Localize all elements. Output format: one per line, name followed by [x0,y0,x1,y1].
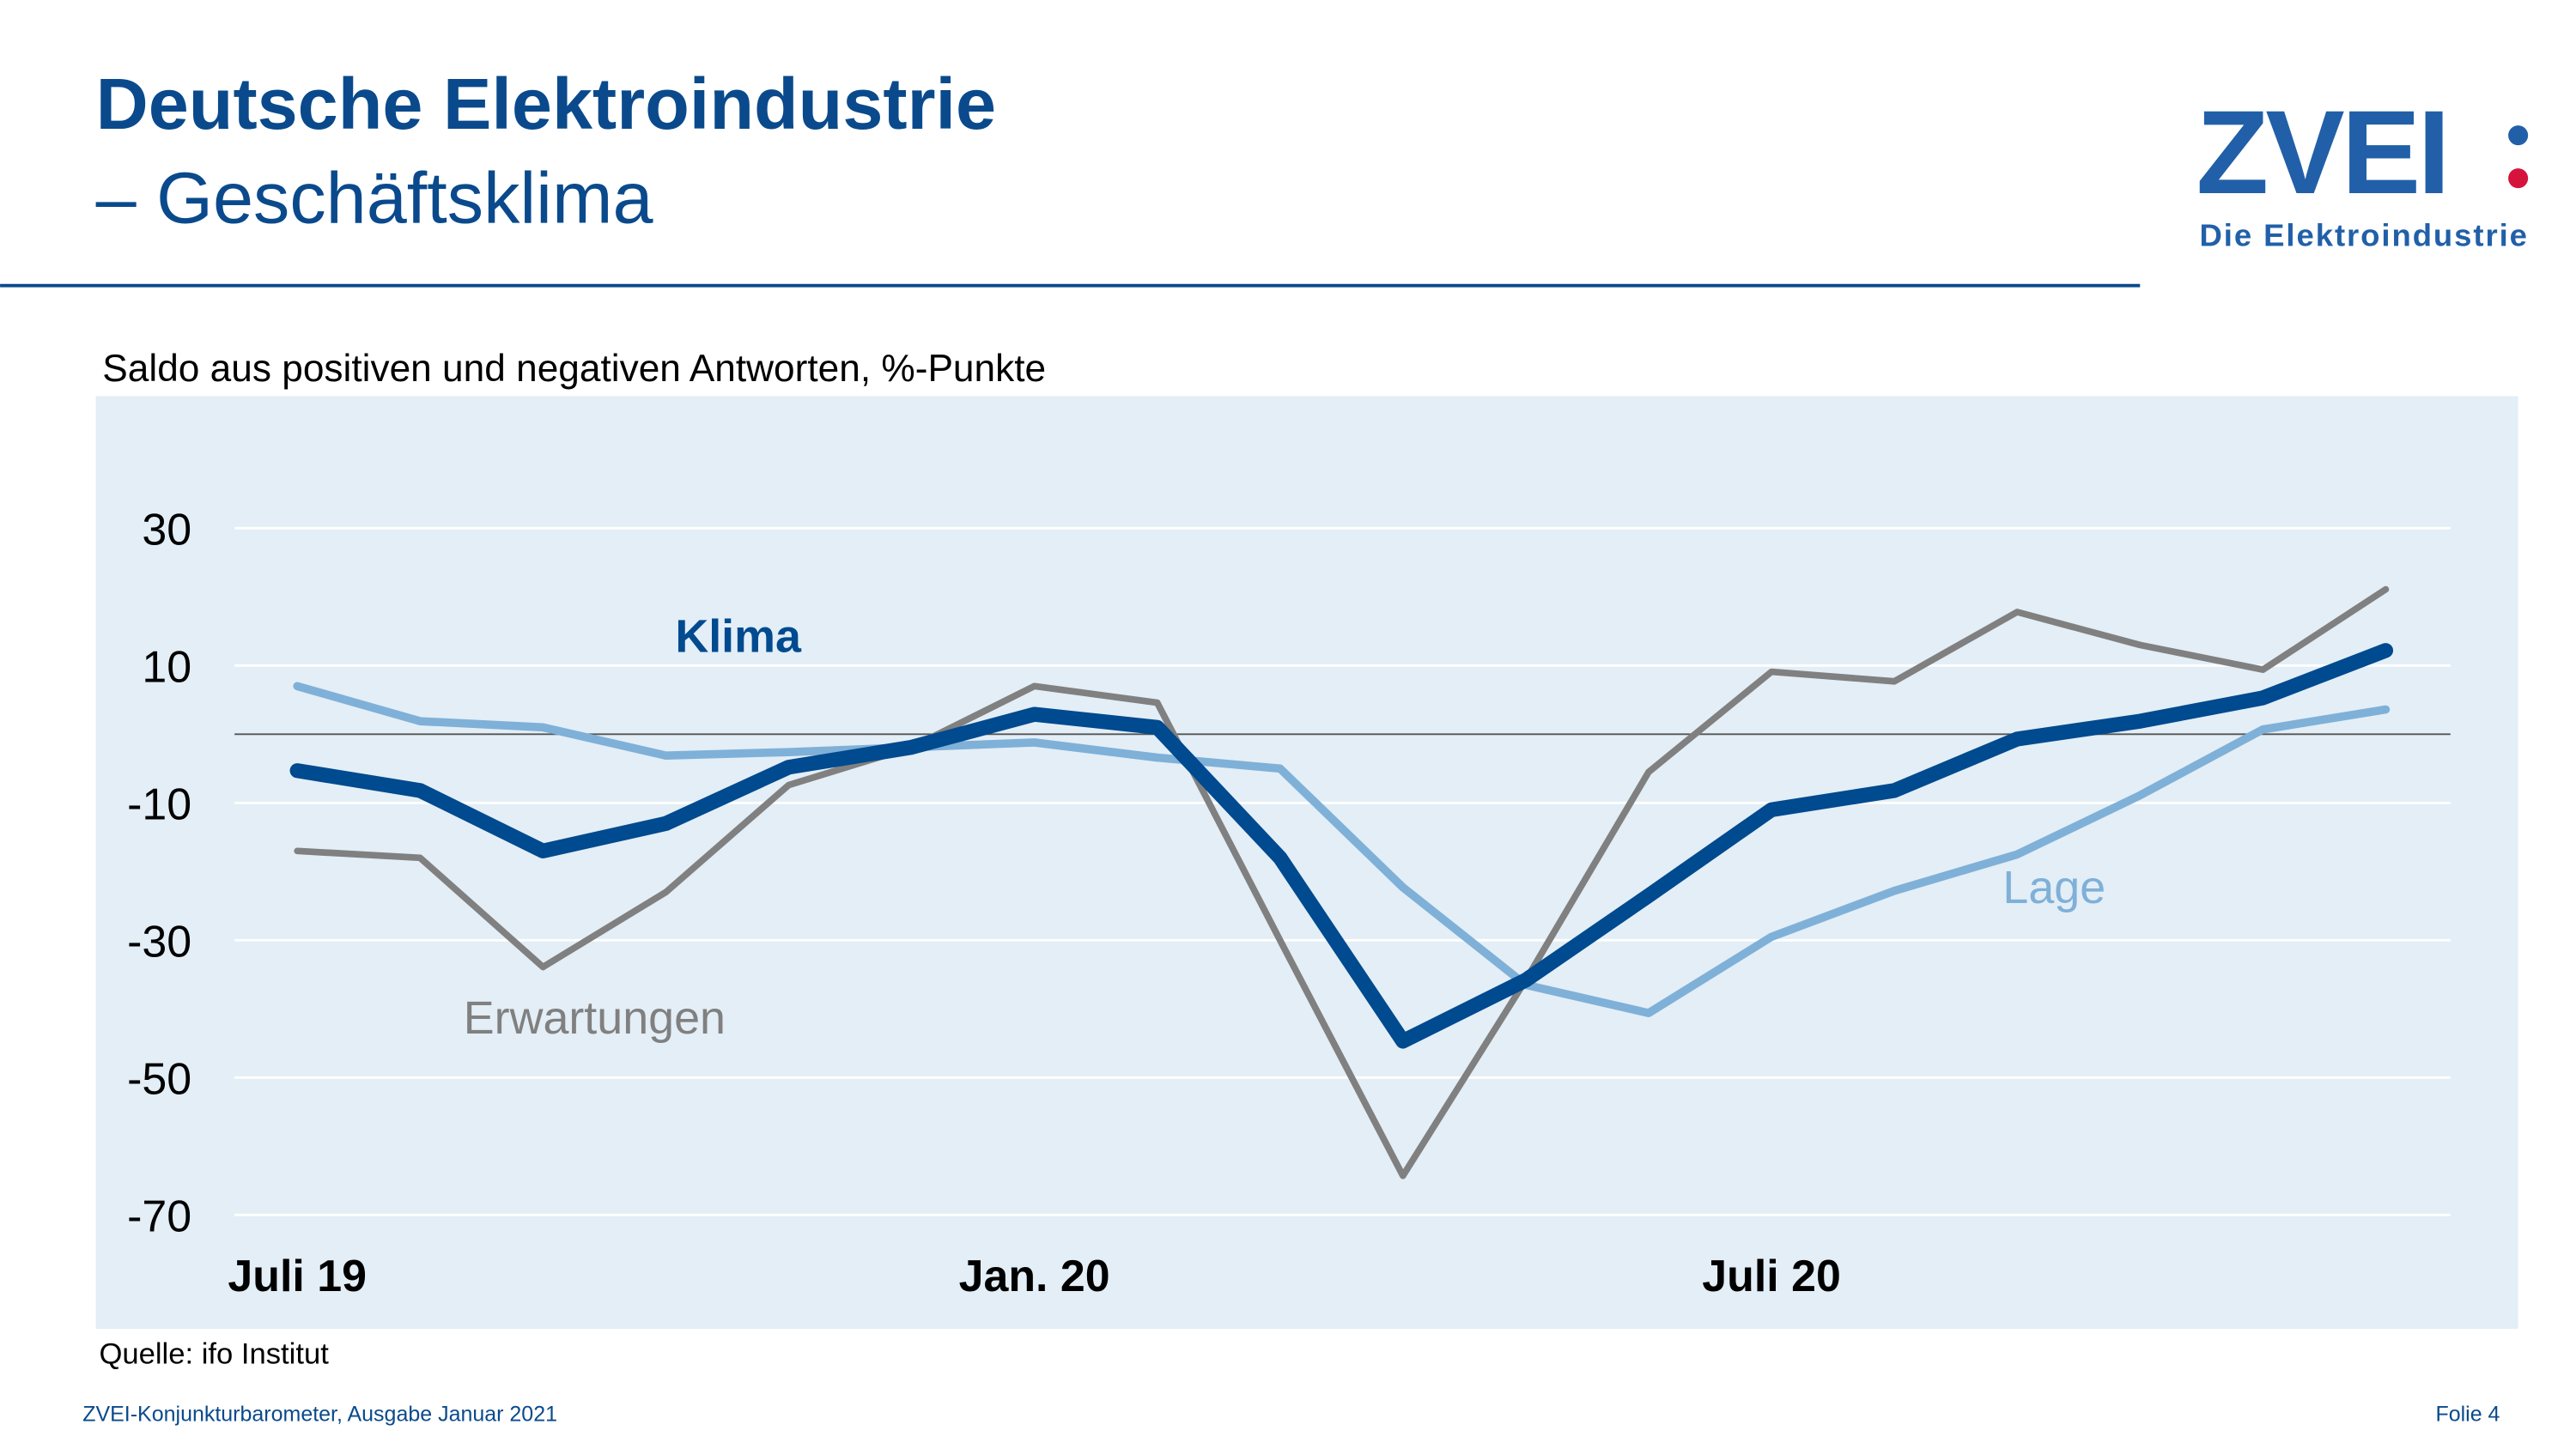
series-line [293,682,2391,1017]
series-label: Lage [2002,862,2105,913]
series-line [289,643,2394,1049]
y-tick-label: 30 [142,506,191,555]
footer-right: Folie 4 [2435,1403,2500,1427]
y-tick-label: -70 [127,1192,191,1242]
logo-dot [2508,168,2529,189]
subtitle: – Geschäftsklima [96,157,654,239]
y-tick-label: 10 [142,643,191,693]
plot-background [95,396,2518,1330]
x-tick-label: Jan. 20 [959,1252,1110,1301]
y-axis-label: Saldo aus positiven und negativen Antwor… [102,348,1046,390]
source: Quelle: ifo Institut [99,1337,329,1370]
logo-tagline: Die Elektroindustrie [2199,218,2528,253]
plot: 30 10 -10 -30 -50 -70 Juli 19 Jan. 20 Juli 20 Kli… [127,506,2451,1301]
series-line [294,585,2390,1179]
footer-left: ZVEI-Konjunkturbarometer, Ausgabe Januar… [82,1403,557,1427]
logo: ZVEI [2196,87,2447,219]
x-tick-label: Juli 20 [1702,1252,1841,1301]
y-tick-label: -50 [127,1055,191,1105]
x-tick-label: Juli 19 [228,1252,367,1301]
y-tick-label: -30 [127,918,191,967]
logo-dot [2508,125,2529,146]
series-label: Klima [675,611,802,663]
series-label: Erwartungen [464,992,726,1044]
y-tick-label: -10 [127,780,191,830]
title: Deutsche Elektroindustrie [96,63,997,144]
